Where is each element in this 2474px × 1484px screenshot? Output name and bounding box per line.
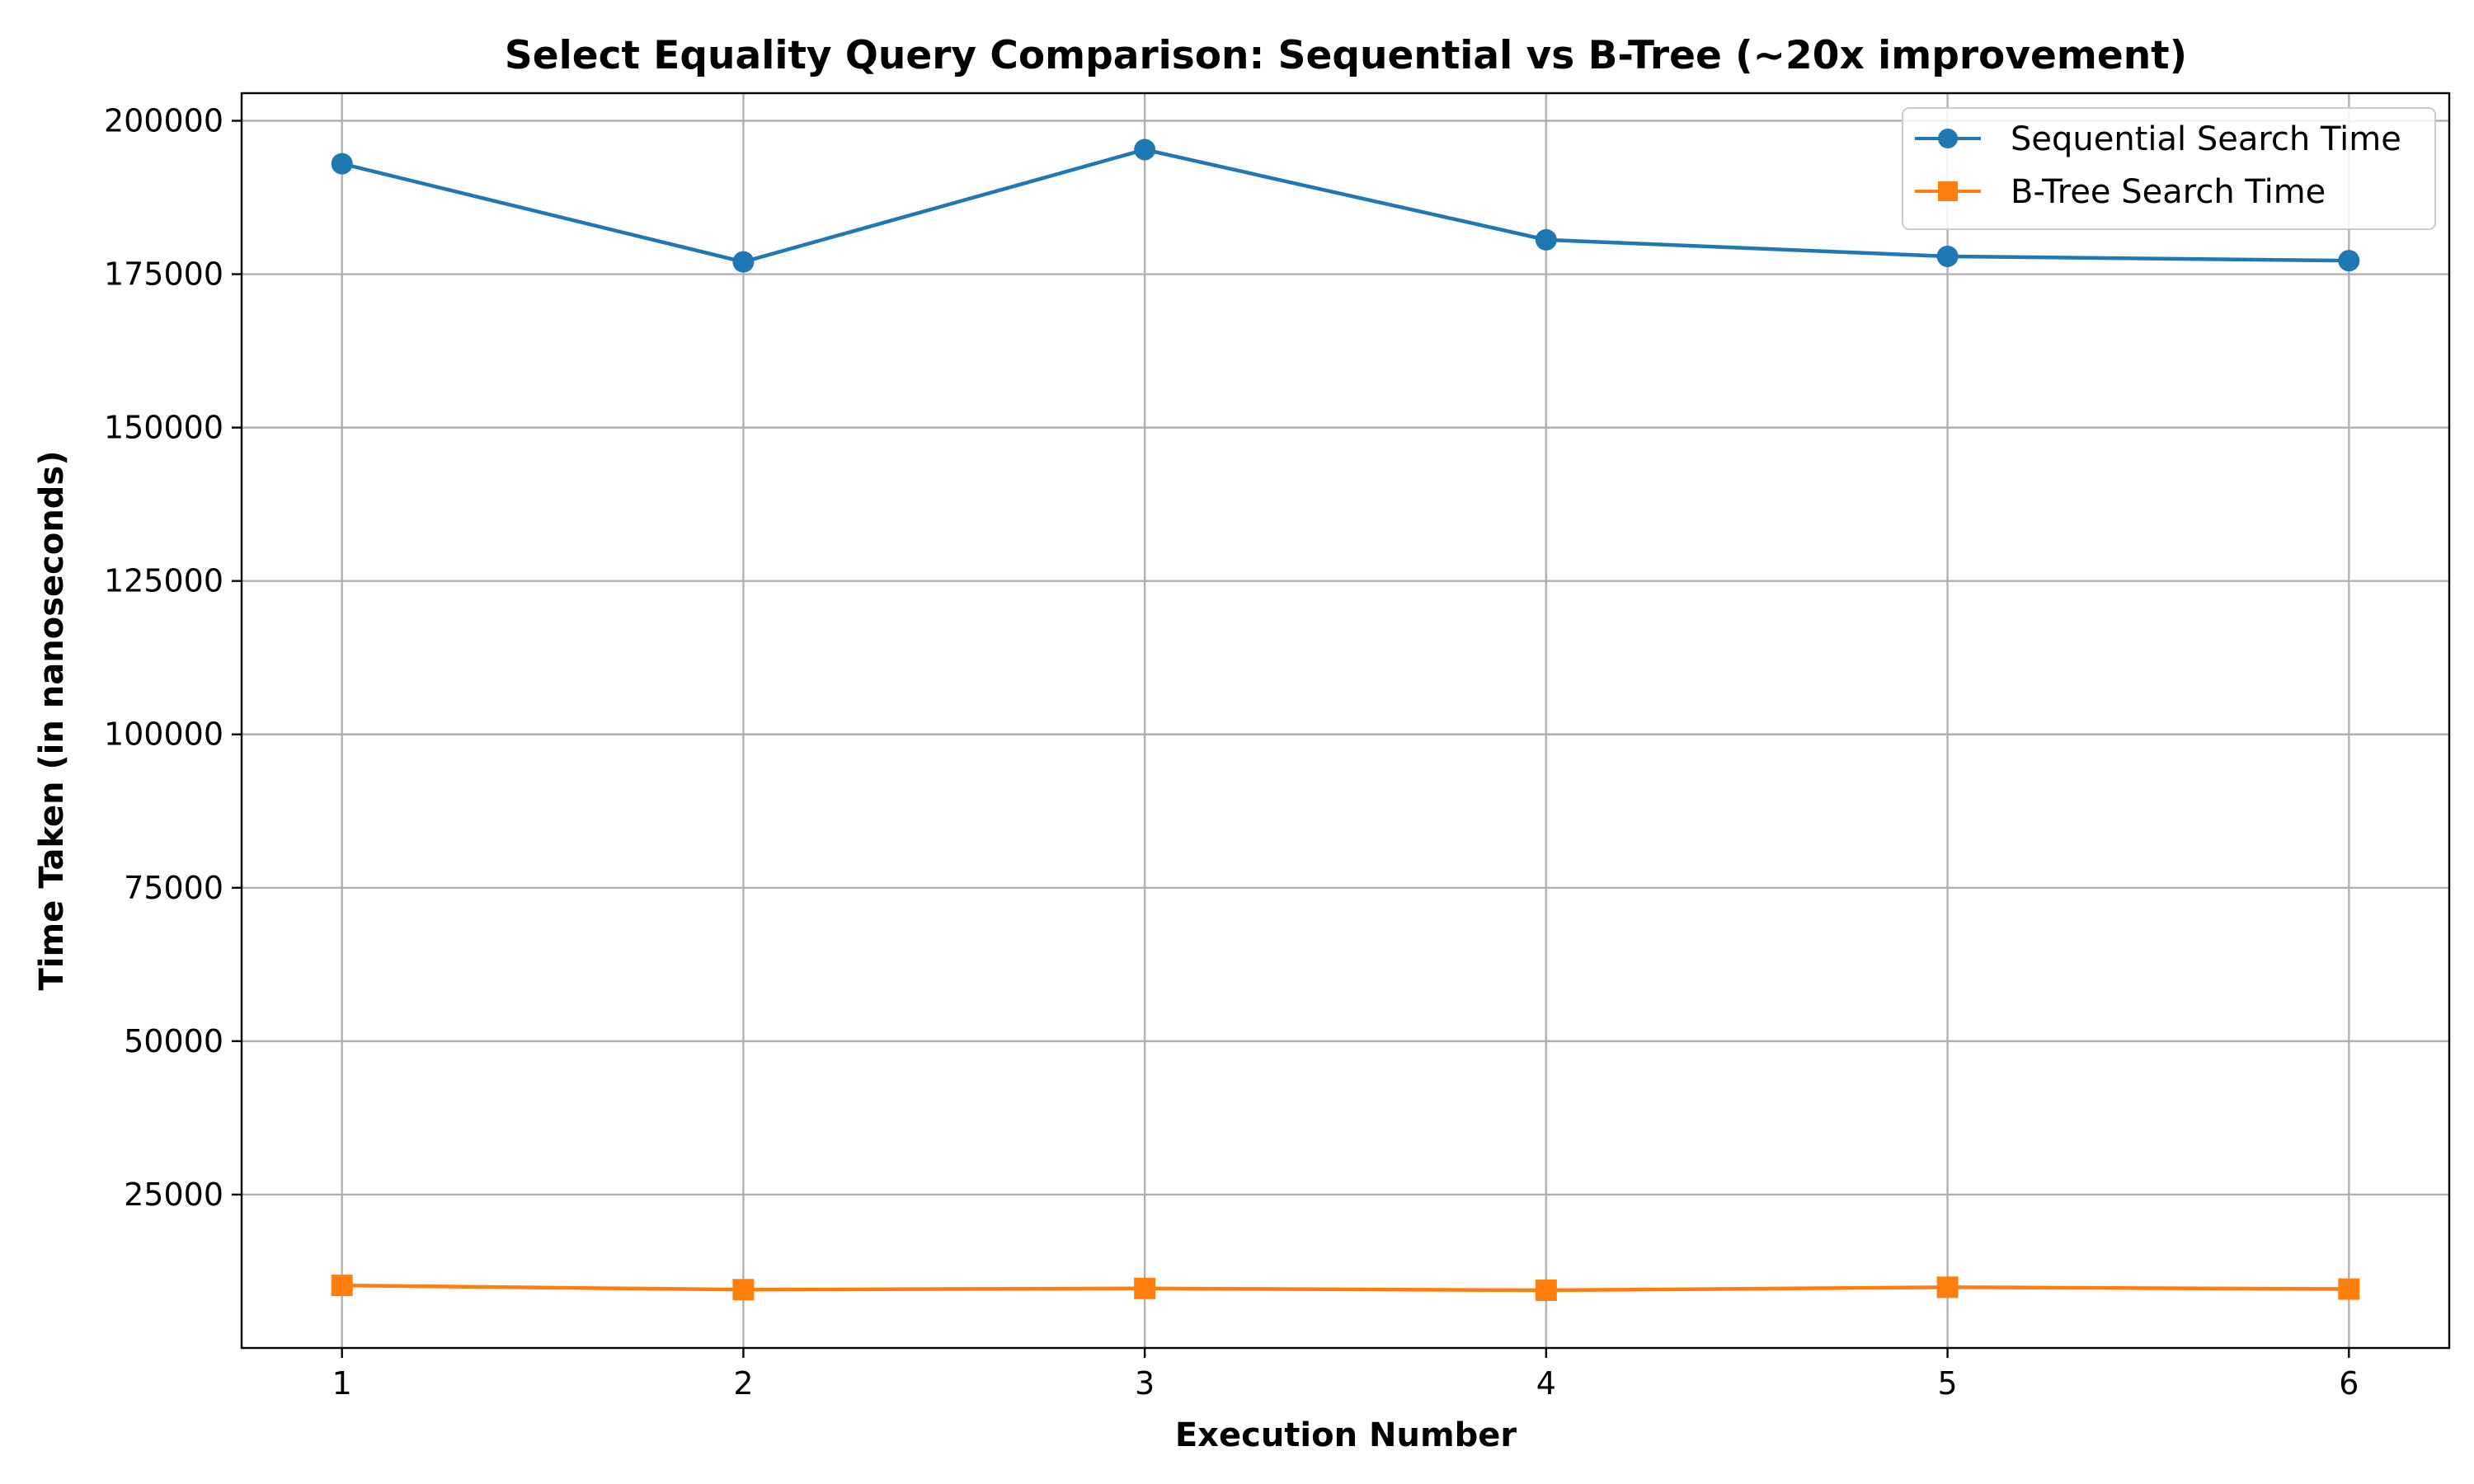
data-point-btree: [732, 1279, 755, 1301]
series-line-btree: [341, 1283, 2349, 1293]
x-tick-label: 5: [1937, 1365, 1957, 1402]
x-axis-ticks: 1 2 3 4 5 6: [332, 1348, 2359, 1402]
data-point-btree: [1936, 1276, 1959, 1298]
y-tick-label: 125000: [104, 563, 223, 599]
y-axis-title: Time Taken (in nanoseconds): [33, 450, 71, 990]
y-tick-label: 100000: [104, 716, 223, 753]
legend-marker-sequential: [1938, 129, 1958, 148]
x-tick-label: 3: [1135, 1365, 1155, 1402]
legend-label-sequential: Sequential Search Time: [2011, 120, 2401, 158]
legend-box: [1902, 107, 2436, 230]
grid: [242, 93, 2449, 1348]
data-point-btree: [1535, 1280, 1557, 1302]
plot-series: [331, 139, 2360, 1302]
data-point-sequential: [1134, 139, 1156, 161]
data-point-btree: [331, 1275, 353, 1297]
data-point-btree: [1134, 1277, 1156, 1299]
data-point-sequential: [2338, 250, 2360, 272]
y-tick-label: 150000: [104, 410, 223, 446]
x-tick-label: 4: [1536, 1365, 1556, 1402]
y-tick-label: 75000: [124, 870, 223, 906]
data-point-sequential: [1936, 245, 1959, 267]
x-tick-label: 6: [2339, 1365, 2359, 1402]
data-point-sequential: [732, 251, 755, 273]
y-tick-label: 200000: [104, 102, 223, 139]
y-tick-label: 175000: [104, 256, 223, 293]
x-tick-label: 2: [733, 1365, 753, 1402]
y-tick-label: 50000: [124, 1023, 223, 1059]
series-line-sequential: [341, 148, 2349, 264]
x-tick-label: 1: [332, 1365, 352, 1402]
data-point-sequential: [331, 153, 353, 175]
data-point-sequential: [1535, 228, 1557, 251]
y-tick-label: 25000: [124, 1176, 223, 1213]
y-axis-ticks: 25000 50000 75000 100000 125000 150000 175000 2…: [104, 102, 242, 1213]
legend: Sequential Search Time B-Tree Search Tim…: [1902, 107, 2436, 230]
plot-area-frame: [240, 92, 2451, 1350]
data-point-btree: [2338, 1278, 2360, 1300]
legend-label-btree: B-Tree Search Time: [2011, 173, 2326, 211]
x-axis-title: Execution Number: [1175, 1416, 1517, 1454]
chart-title: Select Equality Query Comparison: Sequen…: [505, 33, 2187, 78]
legend-marker-btree: [1938, 181, 1958, 201]
